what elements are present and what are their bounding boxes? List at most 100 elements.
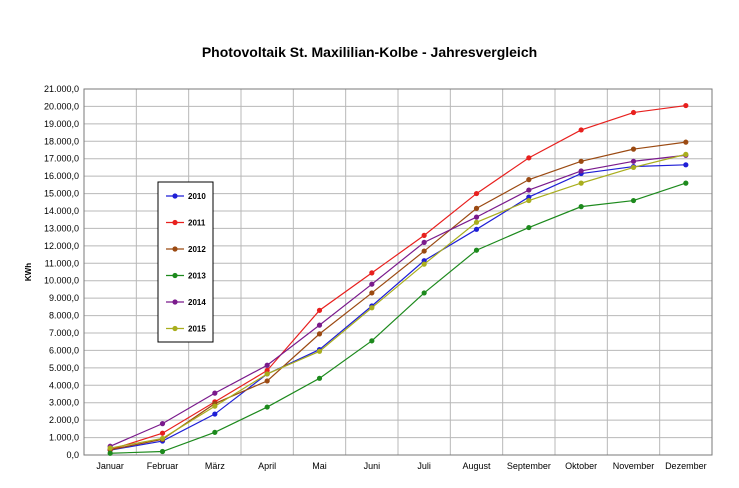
data-point-2013 [526, 224, 532, 231]
data-point-2015 [683, 151, 689, 157]
x-tick-label: April [258, 461, 276, 471]
y-tick-label: 15.000,0 [44, 189, 79, 199]
data-point-2011 [526, 155, 532, 161]
y-tick-label: 8.000,0 [49, 311, 79, 321]
y-tick-label: 17.000,0 [44, 154, 79, 164]
data-point-2011 [630, 109, 637, 116]
data-point-2015 [159, 435, 166, 442]
data-point-2010 [212, 411, 218, 417]
y-tick-label: 14.000,0 [44, 206, 79, 216]
data-point-2015 [264, 371, 270, 377]
chart-title: Photovoltaik St. Maxililian-Kolbe - Jahr… [201, 44, 538, 60]
data-point-2010 [683, 162, 689, 168]
data-point-2013 [212, 429, 218, 435]
series-line-2013 [110, 182, 687, 454]
legend-label: 2015 [188, 325, 206, 334]
data-point-2010 [473, 226, 480, 232]
y-axis-title: KWh [24, 263, 33, 281]
x-tick-label: September [507, 461, 551, 471]
series-line-2012 [110, 141, 686, 451]
data-point-2011 [473, 190, 480, 197]
legend-swatch-marker [172, 299, 178, 305]
data-point-2013 [159, 448, 166, 455]
data-point-2011 [369, 270, 375, 276]
x-tick-label: Juni [364, 461, 381, 471]
data-point-2012 [421, 248, 427, 254]
series-line-2014 [109, 154, 686, 447]
legend-label: 2011 [188, 219, 206, 228]
series-line-2015 [110, 153, 686, 449]
legend-label: 2014 [188, 298, 206, 307]
data-point-2012 [683, 139, 689, 145]
x-tick-label: Februar [147, 461, 179, 471]
data-point-2014 [316, 322, 323, 328]
y-tick-label: 19.000,0 [44, 119, 79, 129]
legend-label: 2010 [188, 192, 206, 201]
legend-swatch-marker [172, 325, 178, 332]
y-tick-label: 7.000,0 [49, 328, 79, 338]
y-tick-label: 20.000,0 [44, 101, 79, 111]
legend-swatch-marker [172, 246, 178, 252]
data-point-2012 [369, 290, 375, 296]
data-point-2014 [369, 281, 375, 287]
data-point-2014 [421, 239, 427, 245]
legend: 2010 2011 2012 2013 2014 2015 [157, 181, 214, 343]
y-tick-label: 2.000,0 [49, 415, 79, 425]
data-point-2015 [473, 219, 480, 225]
data-point-2011 [683, 102, 689, 109]
data-point-2015 [316, 348, 323, 354]
data-point-2012 [630, 146, 637, 152]
y-tick-label: 13.000,0 [44, 223, 79, 233]
data-point-2013 [421, 290, 427, 296]
y-tick-label: 10.000,0 [44, 276, 79, 286]
legend-label: 2012 [188, 245, 206, 254]
data-point-2014 [526, 187, 532, 193]
legend-swatch-marker [172, 272, 178, 279]
x-tick-label: Dezember [665, 461, 707, 471]
data-point-2015 [421, 261, 427, 267]
data-point-2015 [107, 445, 113, 451]
data-point-2013 [473, 247, 480, 253]
data-point-2012 [578, 158, 584, 164]
data-point-2013 [107, 450, 113, 456]
x-tick-label: Juli [417, 461, 431, 471]
plot-frame [83, 88, 713, 456]
y-tick-label: 16.000,0 [44, 171, 79, 181]
data-point-2015 [212, 403, 218, 409]
data-point-2012 [264, 378, 270, 384]
legend-label: 2013 [188, 272, 206, 281]
legend-box [157, 181, 214, 343]
data-point-2013 [630, 197, 637, 204]
data-point-2014 [264, 362, 270, 368]
x-tick-label: Mai [312, 461, 327, 471]
y-tick-label: 4.000,0 [49, 380, 79, 390]
data-point-2011 [316, 307, 323, 313]
data-point-2013 [316, 375, 323, 381]
y-tick-label: 11.000,0 [45, 258, 79, 268]
y-tick-label: 1.000,0 [49, 433, 79, 443]
data-point-2012 [316, 331, 323, 337]
data-point-2015 [526, 197, 532, 204]
axes: 0,0 1.000,0 2.000,0 3.000,0 4.000,0 5.000,0 6.… [44, 84, 713, 471]
x-tick-label: Januar [96, 461, 124, 471]
x-tick-label: November [613, 461, 655, 471]
data-point-2012 [473, 205, 480, 211]
series-line-2010 [110, 164, 686, 451]
y-tick-label: 3.000,0 [49, 398, 79, 408]
data-point-2011 [159, 430, 166, 436]
x-tick-label: Oktober [565, 461, 597, 471]
legend-swatch-marker [172, 219, 178, 226]
data-point-2014 [578, 168, 584, 174]
y-tick-label: 18.000,0 [44, 136, 79, 146]
y-tick-label: 6.000,0 [49, 345, 79, 355]
legend-swatch-marker [172, 193, 178, 199]
data-point-2015 [578, 180, 584, 186]
data-point-2013 [578, 204, 584, 210]
y-tick-label: 21.000,0 [44, 84, 79, 94]
data-point-2012 [526, 177, 532, 183]
data-point-2015 [630, 164, 637, 171]
data-point-2014 [159, 421, 166, 427]
y-tick-label: 12.000,0 [44, 241, 79, 251]
series-layer [107, 102, 689, 456]
